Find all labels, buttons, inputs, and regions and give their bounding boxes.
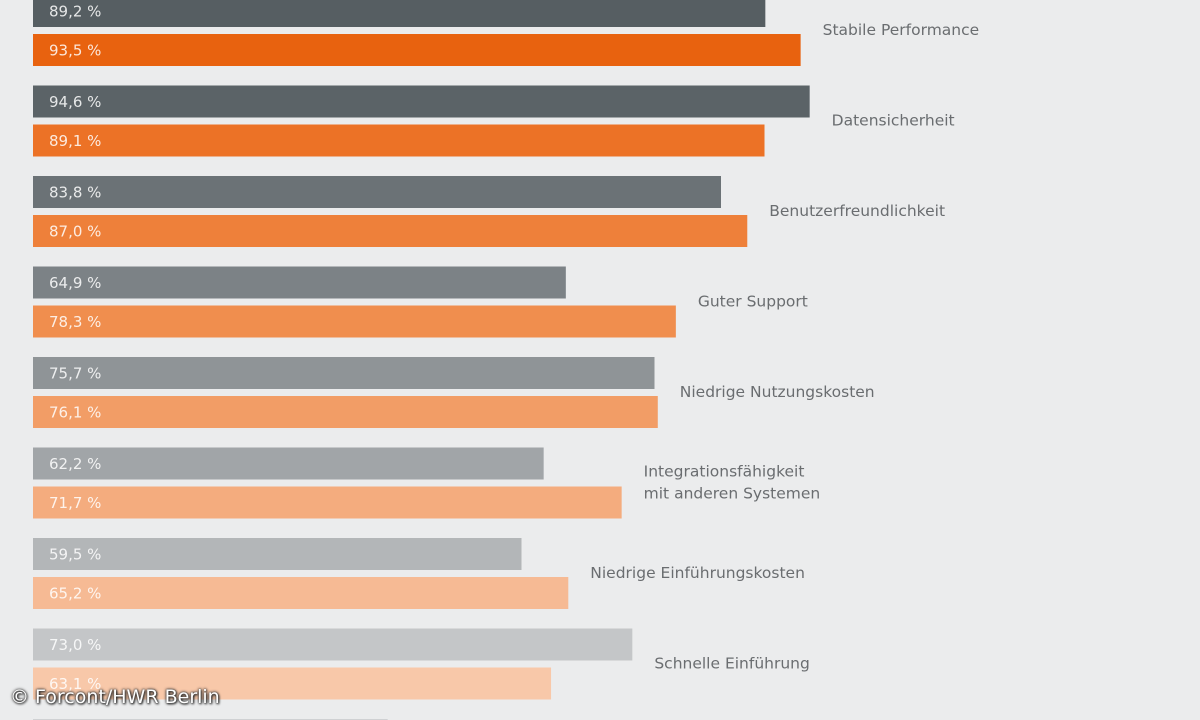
- bar-group: 62,2 % 71,7 % Integrationsfähigkeit mit and…: [33, 447, 821, 519]
- bar-group: 59,5 % 65,2 % Niedrige Einführungskosten: [33, 538, 805, 609]
- category-label-line: Niedrige Einführungskosten: [590, 564, 805, 582]
- bar-value-label: 65,2 %: [49, 585, 101, 603]
- bar-group: 64,9 % 78,3 % Guter Support: [33, 266, 808, 338]
- bar-value-label: 78,3 %: [49, 313, 101, 331]
- bar-series-orange: [33, 215, 748, 247]
- bar-series-orange: [33, 396, 658, 428]
- source-credit: © Forcont/HWR Berlin: [10, 686, 220, 708]
- bar-value-label: 73,0 %: [49, 636, 101, 654]
- bar-value-label: 75,7 %: [49, 365, 101, 383]
- bar-series-gray: [33, 266, 566, 299]
- bar-series-gray: [33, 357, 655, 389]
- bar-value-label: 76,1 %: [49, 404, 101, 422]
- bar-group: 73,0 % 63,1 % Schnelle Einführung: [33, 628, 810, 700]
- category-label: Schnelle Einführung: [654, 655, 810, 673]
- bar-value-label: 62,2 %: [49, 455, 101, 473]
- bar-value-label: 89,2 %: [49, 3, 101, 21]
- bar-group: 83,8 % 87,0 % Benutzerfreundlichkeit: [33, 176, 945, 247]
- bar-series-orange: [33, 305, 676, 338]
- bar-value-label: 83,8 %: [49, 184, 101, 202]
- category-label: Integrationsfähigkeit mit anderen Systeme…: [644, 463, 821, 503]
- bar-value-label: 94,6 %: [49, 93, 101, 111]
- category-label-line: Integrationsfähigkeit: [644, 463, 805, 481]
- bar-value-label: 93,5 %: [49, 42, 101, 60]
- bar-value-label: 71,7 %: [49, 494, 101, 512]
- bar-value-label: 87,0 %: [49, 223, 101, 241]
- bar-series-orange: [33, 34, 801, 66]
- bar-value-label: 89,1 %: [49, 132, 101, 150]
- bar-series-gray: [33, 447, 544, 480]
- bar-value-label: 59,5 %: [49, 546, 101, 564]
- bar-series-orange: [33, 486, 622, 519]
- bar-series-orange: [33, 667, 552, 700]
- category-label-line: Guter Support: [698, 293, 808, 311]
- bar-series-gray: [33, 176, 721, 208]
- category-label: Guter Support: [698, 293, 808, 311]
- bar-series-gray: [33, 85, 810, 118]
- bar-series-orange: [33, 577, 569, 609]
- bar-group: 75,7 % 76,1 % Niedrige Nutzungskosten: [33, 357, 875, 428]
- category-label-line: mit anderen Systemen: [644, 485, 821, 503]
- category-label: Benutzerfreundlichkeit: [769, 202, 945, 220]
- bar-series-gray: [33, 0, 766, 27]
- bar-group: 94,6 % 89,1 % Datensicherheit: [33, 85, 955, 157]
- category-label-line: Niedrige Nutzungskosten: [680, 383, 875, 401]
- category-label-line: Schnelle Einführung: [654, 655, 810, 673]
- bar-value-label: 64,9 %: [49, 274, 101, 292]
- category-label-line: Benutzerfreundlichkeit: [769, 202, 945, 220]
- bar-series-gray: [33, 538, 522, 570]
- category-label: Stabile Performance: [823, 21, 980, 39]
- category-label-line: Datensicherheit: [832, 112, 955, 130]
- category-label: Niedrige Nutzungskosten: [680, 383, 875, 401]
- bar-group: 89,2 % 93,5 % Stabile Performance: [33, 0, 979, 66]
- category-label-line: Stabile Performance: [823, 21, 980, 39]
- category-label: Niedrige Einführungskosten: [590, 564, 805, 582]
- bar-series-orange: [33, 124, 765, 157]
- category-label: Datensicherheit: [832, 112, 955, 130]
- bar-value-label: 63,1 %: [49, 675, 101, 693]
- bar-series-gray: [33, 628, 633, 661]
